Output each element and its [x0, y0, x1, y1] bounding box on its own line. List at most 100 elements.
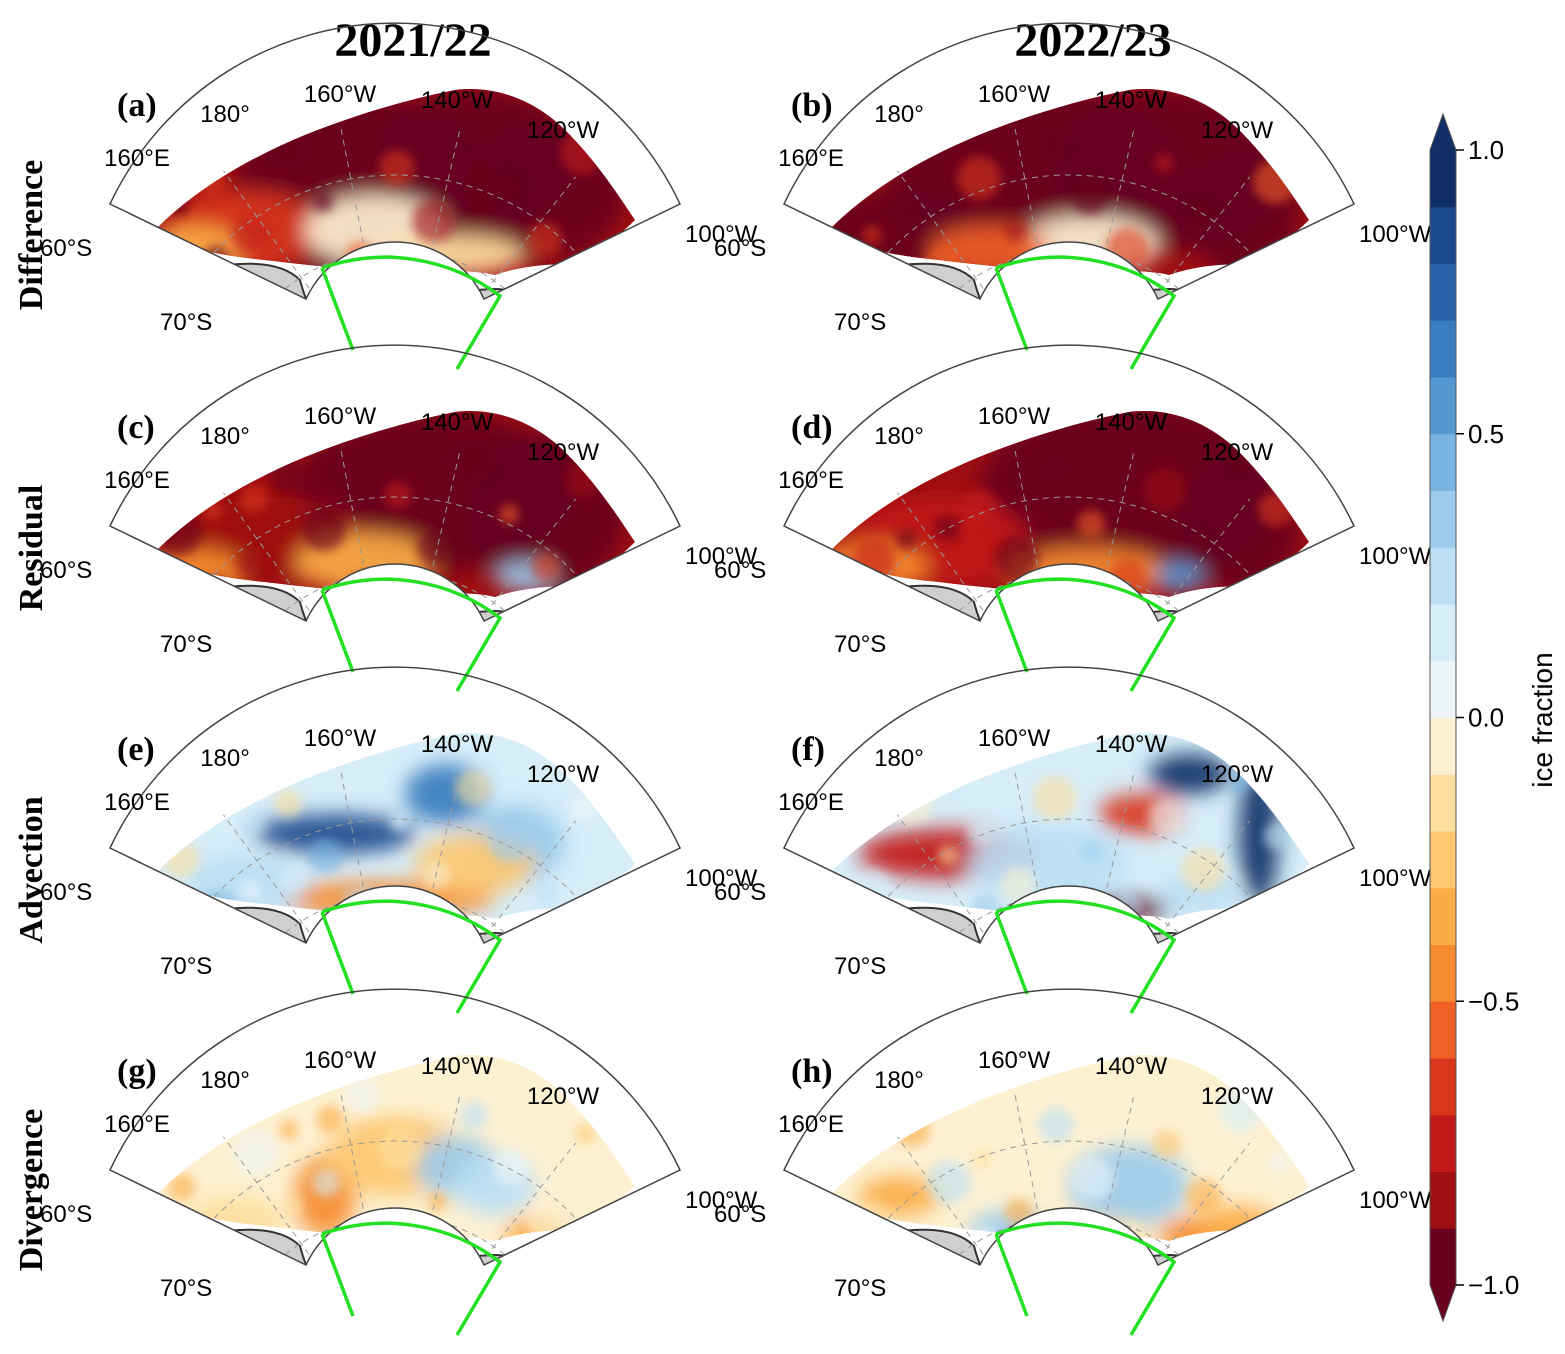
lon-label: 160°E: [104, 145, 170, 172]
lon-label: 180°: [200, 101, 250, 128]
lon-label: 160°E: [104, 1111, 170, 1138]
lat-label: 70°S: [834, 631, 886, 658]
lon-label: 180°: [200, 1067, 250, 1094]
colorbar-swatch: [1430, 377, 1456, 435]
colorbar-swatch: [1430, 1171, 1456, 1229]
lat-label: 60°S: [714, 879, 766, 906]
lat-label: 70°S: [834, 309, 886, 336]
lon-label: 140°W: [421, 87, 494, 114]
map-body: [784, 1046, 1354, 1266]
map-panel-d: (d) 160°E 180° 160°W 140°W 120°W 100°W 60°S 70°S: [714, 344, 1432, 692]
colorbar-swatch: [1430, 263, 1456, 321]
map-frame: [109, 22, 681, 301]
lon-label: 100°W: [1359, 221, 1432, 248]
lon-label: 160°W: [978, 1047, 1051, 1074]
colorbar-swatch: [1430, 831, 1456, 889]
lon-label: 100°W: [1359, 543, 1432, 570]
lat-label: 60°S: [714, 1201, 766, 1228]
lat-label: 60°S: [40, 879, 92, 906]
lon-label: 160°E: [778, 467, 844, 494]
lat-label: 60°S: [40, 1201, 92, 1228]
lon-label: 100°W: [1359, 865, 1432, 892]
study-region-box: [994, 899, 1177, 1014]
graticule: [127, 446, 660, 622]
lat-label: 60°S: [40, 557, 92, 584]
map-body: [784, 80, 1354, 300]
colorbar-extend-top: [1430, 114, 1456, 150]
lat-label: 70°S: [834, 1275, 886, 1302]
colorbar-swatch: [1430, 1001, 1456, 1059]
colorbar-swatch: [1430, 604, 1456, 662]
colorbar-swatch: [1430, 660, 1456, 718]
lon-label: 100°W: [685, 865, 758, 892]
colorbar-swatch: [1430, 1114, 1456, 1172]
map-frame: [783, 666, 1355, 945]
row-label-difference: Difference: [13, 160, 50, 310]
lon-label: 120°W: [527, 761, 600, 788]
map-frame: [109, 988, 681, 1267]
map-frame: [783, 344, 1355, 623]
lon-label: 140°W: [1095, 409, 1168, 436]
lat-label: 60°S: [714, 557, 766, 584]
lat-label: 70°S: [834, 953, 886, 980]
colorbar-swatch: [1430, 944, 1456, 1002]
lat-label: 70°S: [160, 631, 212, 658]
colorbar-tick-label: 0.5: [1468, 419, 1504, 449]
study-region-box: [994, 577, 1177, 692]
colorbar-ticks: 1.0 0.5 0.0 −0.5 −1.0: [1456, 135, 1519, 1300]
colorbar-swatch: [1430, 547, 1456, 605]
row-labels: Difference Residual Advection Divergence: [13, 160, 50, 1271]
colorbar-swatch: [1430, 717, 1456, 775]
lon-label: 160°W: [978, 725, 1051, 752]
row-label-advection: Advection: [13, 796, 50, 943]
panel-label: (b): [791, 87, 833, 124]
lon-label: 120°W: [527, 1083, 600, 1110]
lon-label: 140°W: [421, 1053, 494, 1080]
lon-label: 160°E: [104, 789, 170, 816]
study-region-box: [320, 1221, 503, 1336]
lon-label: 180°: [200, 745, 250, 772]
graticule: [801, 124, 1334, 300]
map-frame: [783, 988, 1355, 1267]
colorbar-swatch: [1430, 320, 1456, 378]
graticule: [801, 446, 1334, 622]
lon-label: 180°: [874, 1067, 924, 1094]
colorbar-swatch: [1430, 150, 1456, 208]
map-frame: [109, 344, 681, 623]
lat-label: 70°S: [160, 309, 212, 336]
lon-label: 120°W: [527, 117, 600, 144]
panel-label: (e): [117, 731, 155, 768]
lon-label: 140°W: [421, 731, 494, 758]
lon-label: 120°W: [1201, 439, 1274, 466]
lat-label: 70°S: [160, 953, 212, 980]
colorbar-swatch: [1430, 1058, 1456, 1116]
map-frame: [109, 666, 681, 945]
lat-label: 60°S: [40, 235, 92, 262]
panel-label: (h): [791, 1053, 833, 1090]
map-panel-b: (b) 160°E 180° 160°W 140°W 120°W 100°W 60°S 70°S: [714, 22, 1432, 370]
lon-label: 140°W: [421, 409, 494, 436]
study-region-box: [994, 1221, 1177, 1336]
panel-label: (g): [117, 1053, 157, 1090]
lon-label: 160°E: [778, 145, 844, 172]
graticule: [801, 768, 1334, 944]
colorbar-swatch: [1430, 206, 1456, 264]
lon-label: 120°W: [1201, 1083, 1274, 1110]
study-region-box: [320, 899, 503, 1014]
lon-label: 180°: [200, 423, 250, 450]
lon-label: 160°W: [978, 403, 1051, 430]
lon-label: 160°W: [304, 1047, 377, 1074]
lon-label: 160°W: [978, 81, 1051, 108]
lon-label: 100°W: [685, 1187, 758, 1214]
panel-label: (f): [791, 731, 825, 768]
lat-label: 70°S: [160, 1275, 212, 1302]
map-panel-g: (g) 160°E 180° 160°W 140°W 120°W 100°W 60°S 70°S: [40, 988, 758, 1336]
lat-label: 60°S: [714, 235, 766, 262]
colorbar-tick-label: −1.0: [1468, 1270, 1519, 1300]
study-region-box: [320, 255, 503, 370]
panel-label: (a): [117, 87, 157, 124]
colorbar-tick-label: −0.5: [1468, 986, 1519, 1016]
map-panel-a: (a) 160°E 180° 160°W 140°W 120°W 100°W 60°S 70°S: [40, 22, 758, 370]
